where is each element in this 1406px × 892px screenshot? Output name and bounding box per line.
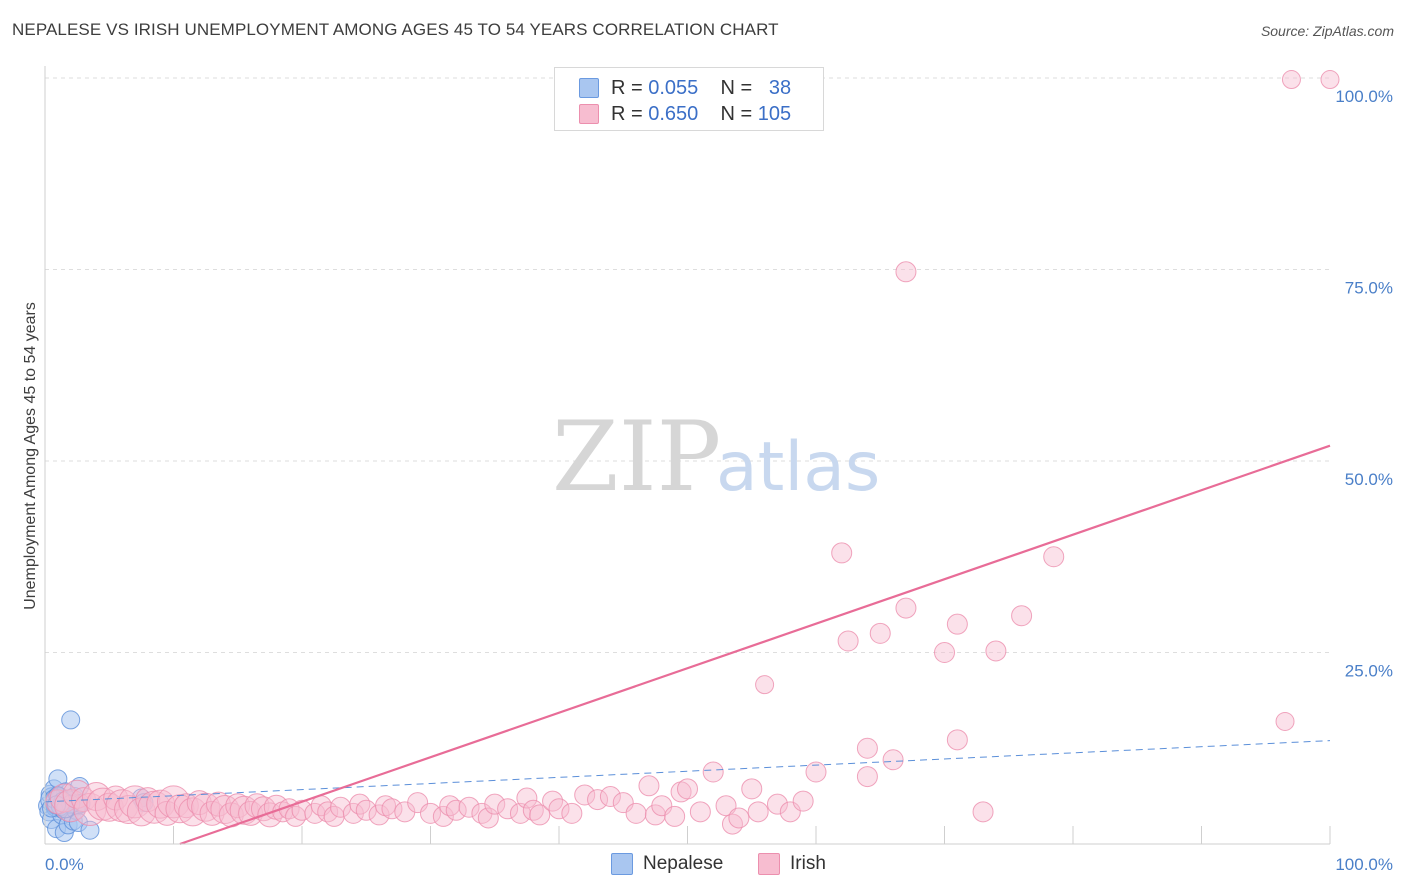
irish-point bbox=[432, 805, 454, 827]
irish-point bbox=[599, 786, 621, 808]
irish-point bbox=[721, 813, 743, 835]
y-tick-label: 25.0% bbox=[1345, 662, 1393, 681]
irish-point bbox=[103, 785, 129, 811]
irish-point bbox=[792, 790, 814, 812]
irish-point bbox=[702, 761, 724, 783]
bottom-legend-swatch-nepalese bbox=[611, 853, 633, 875]
watermark: ZIP atlas bbox=[552, 401, 880, 513]
y-tick-label: 50.0% bbox=[1345, 470, 1393, 489]
irish-point bbox=[445, 799, 467, 821]
irish-point bbox=[497, 798, 519, 820]
irish-point bbox=[548, 798, 570, 820]
irish-point bbox=[199, 800, 225, 826]
irish-point bbox=[1281, 70, 1301, 90]
irish-point bbox=[946, 729, 968, 751]
irish-point bbox=[516, 787, 538, 809]
chart-title: NEPALESE VS IRISH UNEMPLOYMENT AMONG AGE… bbox=[12, 20, 779, 39]
bottom-legend-label-nepalese: Nepalese bbox=[643, 853, 724, 874]
x-tick-label-max: 100.0% bbox=[1335, 855, 1393, 874]
irish-point bbox=[741, 778, 763, 800]
y-axis-label: Unemployment Among Ages 45 to 54 years bbox=[22, 302, 39, 610]
y-tick-label: 75.0% bbox=[1345, 279, 1393, 298]
legend-swatch-irish bbox=[579, 104, 599, 124]
irish-point bbox=[484, 793, 506, 815]
trend-lines bbox=[44, 444, 1331, 846]
irish-point bbox=[869, 622, 891, 644]
legend-r-label: R = bbox=[611, 77, 649, 99]
bottom-legend-swatch-irish bbox=[758, 853, 780, 875]
irish-point bbox=[689, 801, 711, 823]
irish-point bbox=[1320, 70, 1340, 90]
legend-swatch-nepalese bbox=[579, 78, 599, 98]
irish-point bbox=[205, 791, 231, 817]
irish-point bbox=[375, 795, 397, 817]
irish-point bbox=[715, 795, 737, 817]
legend-r-value: 0.055 bbox=[648, 77, 699, 99]
irish-point bbox=[934, 642, 955, 663]
irish-point bbox=[81, 782, 111, 812]
irish-point bbox=[477, 807, 499, 829]
irish-point bbox=[529, 804, 551, 826]
axes bbox=[44, 66, 1330, 845]
irish-point bbox=[728, 807, 750, 829]
irish-point bbox=[856, 766, 878, 788]
irish-point bbox=[805, 761, 827, 783]
irish-point bbox=[946, 613, 968, 635]
watermark-zip: ZIP bbox=[552, 401, 721, 513]
data-points bbox=[38, 70, 1340, 843]
irish-point bbox=[895, 597, 917, 619]
irish-point bbox=[747, 801, 769, 823]
legend-n-label: N = bbox=[720, 77, 758, 99]
source-label: Source: ZipAtlas.com bbox=[1260, 23, 1394, 39]
x-tick-label-min: 0.0% bbox=[45, 855, 84, 874]
irish-point bbox=[985, 640, 1007, 662]
legend-r-value: 0.650 bbox=[648, 103, 699, 125]
legend-n-value: 38 bbox=[768, 77, 792, 99]
irish-point bbox=[670, 781, 692, 803]
irish-point bbox=[73, 793, 107, 827]
irish-point bbox=[766, 793, 788, 815]
irish-point bbox=[856, 737, 878, 759]
irish-point bbox=[1275, 711, 1295, 731]
irish-point bbox=[420, 802, 441, 824]
irish-trend-line bbox=[179, 444, 1331, 846]
nepalese-point bbox=[61, 710, 81, 730]
irish-point bbox=[625, 802, 647, 824]
irish-point bbox=[1043, 546, 1065, 568]
irish-point bbox=[755, 675, 775, 695]
tick-labels: 25.0% 50.0% 75.0% 100.0% 0.0% 100.0% bbox=[45, 87, 1393, 874]
legend-r-label: R = bbox=[611, 103, 649, 125]
irish-point bbox=[1011, 605, 1033, 627]
irish-point bbox=[349, 793, 371, 815]
nepalese-trend-line bbox=[44, 740, 1331, 803]
irish-point bbox=[225, 793, 251, 819]
irish-point bbox=[587, 789, 609, 811]
bottom-legend-label-irish: Irish bbox=[790, 853, 826, 874]
nepalese-point bbox=[80, 820, 100, 840]
irish-point bbox=[229, 795, 259, 825]
irish-point bbox=[664, 805, 686, 827]
irish-point bbox=[114, 795, 144, 825]
irish-point bbox=[381, 798, 403, 820]
legend-n-label: N = bbox=[720, 103, 758, 125]
irish-point bbox=[574, 784, 596, 806]
legend-n-value: 105 bbox=[757, 103, 792, 125]
watermark-atlas: atlas bbox=[716, 428, 880, 507]
irish-point bbox=[677, 778, 698, 800]
irish-point bbox=[186, 790, 212, 816]
y-tick-label: 100.0% bbox=[1335, 87, 1393, 106]
correlation-legend: R = 0.055 N = 38 R = 0.650 N = 105 bbox=[554, 67, 824, 131]
irish-point bbox=[238, 800, 264, 826]
irish-point bbox=[882, 749, 904, 771]
irish-point bbox=[837, 630, 859, 652]
irish-point bbox=[458, 796, 480, 818]
irish-point bbox=[638, 775, 660, 797]
irish-point bbox=[895, 261, 917, 283]
irish-point bbox=[972, 801, 994, 823]
irish-point bbox=[831, 542, 853, 564]
irish-point bbox=[561, 802, 583, 824]
